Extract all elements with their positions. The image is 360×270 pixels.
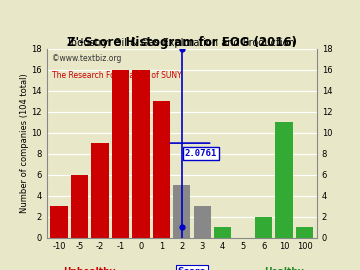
Text: 2.0761: 2.0761 (185, 149, 217, 158)
Text: ©www.textbiz.org: ©www.textbiz.org (52, 54, 122, 63)
Bar (112, 70, 129, 238)
Bar (173, 185, 190, 238)
Bar (50, 206, 68, 238)
Text: Unhealthy: Unhealthy (63, 267, 116, 270)
Bar (296, 227, 313, 238)
Text: The Research Foundation of SUNY: The Research Foundation of SUNY (52, 71, 182, 80)
Bar (153, 101, 170, 238)
Text: Healthy: Healthy (264, 267, 304, 270)
Text: Score: Score (178, 267, 206, 270)
Title: Z'-Score Histogram for EOG (2016): Z'-Score Histogram for EOG (2016) (67, 36, 297, 49)
Bar (255, 217, 272, 238)
Bar (91, 143, 109, 238)
Bar (132, 70, 150, 238)
Bar (71, 175, 88, 238)
Text: Industry: Oil & Gas Exploration and Production: Industry: Oil & Gas Exploration and Prod… (68, 38, 295, 48)
Bar (275, 122, 293, 238)
Y-axis label: Number of companies (104 total): Number of companies (104 total) (19, 73, 28, 213)
Bar (194, 206, 211, 238)
Bar (214, 227, 231, 238)
